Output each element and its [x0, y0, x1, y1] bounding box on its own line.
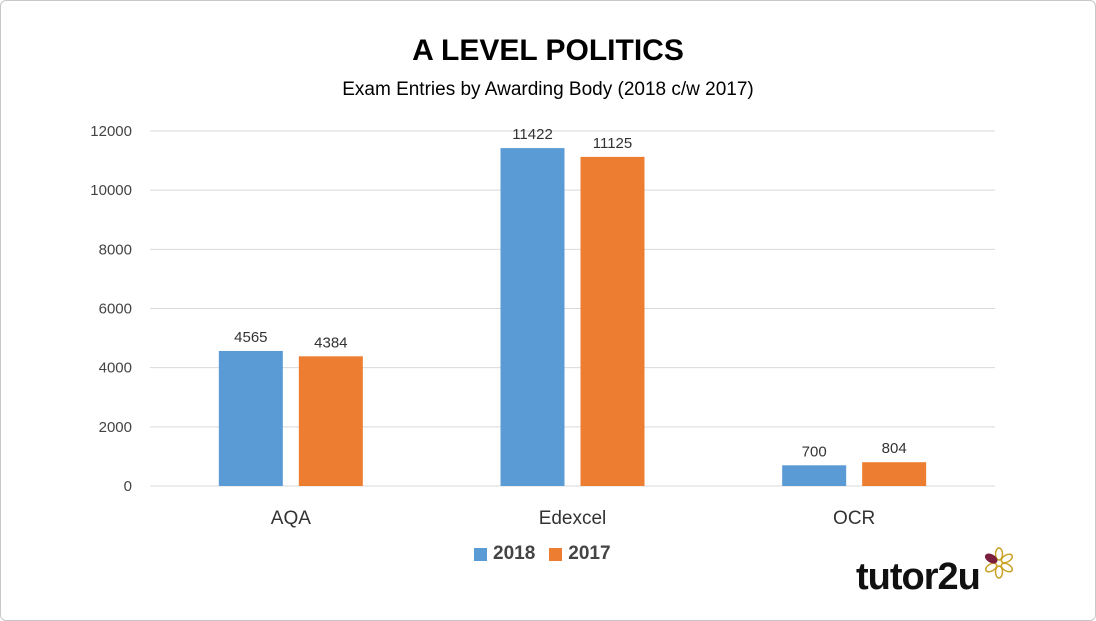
bar-ocr-2017 [862, 462, 927, 486]
data-label: 11125 [593, 135, 633, 152]
legend-item-2017: 2017 [549, 543, 611, 565]
y-tick-label: 0 [124, 478, 132, 495]
legend-label-2018: 2018 [493, 543, 536, 564]
brand-logo-text: tutor2u [856, 556, 981, 598]
legend-swatch-2018 [474, 547, 487, 561]
y-tick-label: 6000 [99, 301, 132, 318]
flower-icon [984, 547, 1014, 579]
chart-title: A LEVEL POLITICS [412, 34, 684, 67]
legend-swatch-2017 [549, 547, 563, 561]
legend: 2018 2017 [474, 543, 625, 565]
bar-aqa-2017 [298, 356, 363, 486]
data-label: 11422 [512, 126, 553, 143]
y-tick-label: 10000 [90, 182, 132, 199]
data-label: 4384 [314, 334, 347, 351]
bar-ocr-2018 [782, 465, 847, 486]
chart-subtitle: Exam Entries by Awarding Body (2018 c/w … [342, 79, 754, 100]
bar-aqa-2018 [218, 350, 283, 486]
x-category-label: AQA [271, 508, 311, 529]
y-tick-label: 4000 [99, 360, 132, 377]
bar-edexcel-2018 [500, 148, 565, 486]
bar-edexcel-2017 [580, 156, 645, 486]
data-label: 4565 [234, 329, 267, 346]
x-category-label: OCR [833, 508, 875, 529]
y-tick-label: 12000 [90, 123, 132, 140]
y-tick-label: 2000 [99, 419, 132, 436]
legend-item-2018: 2018 [474, 543, 535, 565]
legend-label-2017: 2017 [568, 543, 611, 564]
data-label: 804 [882, 440, 907, 457]
x-category-label: Edexcel [539, 508, 607, 529]
data-label: 700 [802, 443, 827, 460]
y-tick-label: 8000 [99, 241, 132, 258]
